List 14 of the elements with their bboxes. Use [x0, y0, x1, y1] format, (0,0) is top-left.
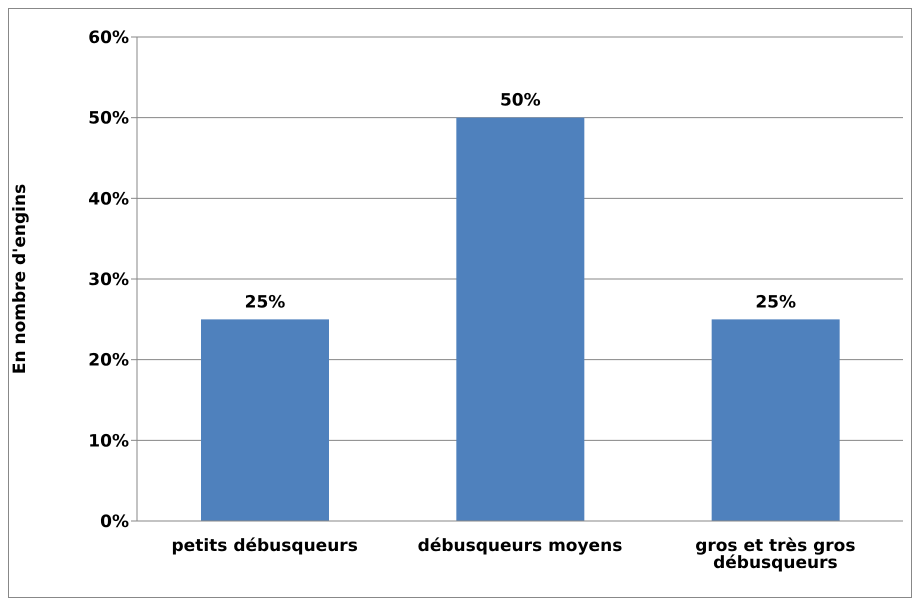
x-tick-label: débusqueurs moyens — [418, 536, 622, 556]
y-tick-label: 0% — [100, 512, 129, 532]
y-tick-label: 50% — [88, 108, 129, 129]
y-tick-label: 10% — [88, 431, 129, 452]
x-tick-label: gros et très gros débusqueurs — [695, 536, 856, 574]
y-tick-label: 30% — [88, 270, 129, 290]
y-tick-label: 40% — [88, 189, 129, 210]
y-tick-label: 20% — [88, 350, 129, 371]
y-tick-label: 60% — [88, 28, 129, 48]
data-label: 50% — [500, 90, 541, 111]
data-label: 25% — [755, 292, 796, 312]
data-label: 25% — [244, 292, 286, 312]
x-tick-label: petits débusqueurs — [172, 536, 358, 556]
y-axis-title: En nombre d'engins — [10, 184, 30, 374]
